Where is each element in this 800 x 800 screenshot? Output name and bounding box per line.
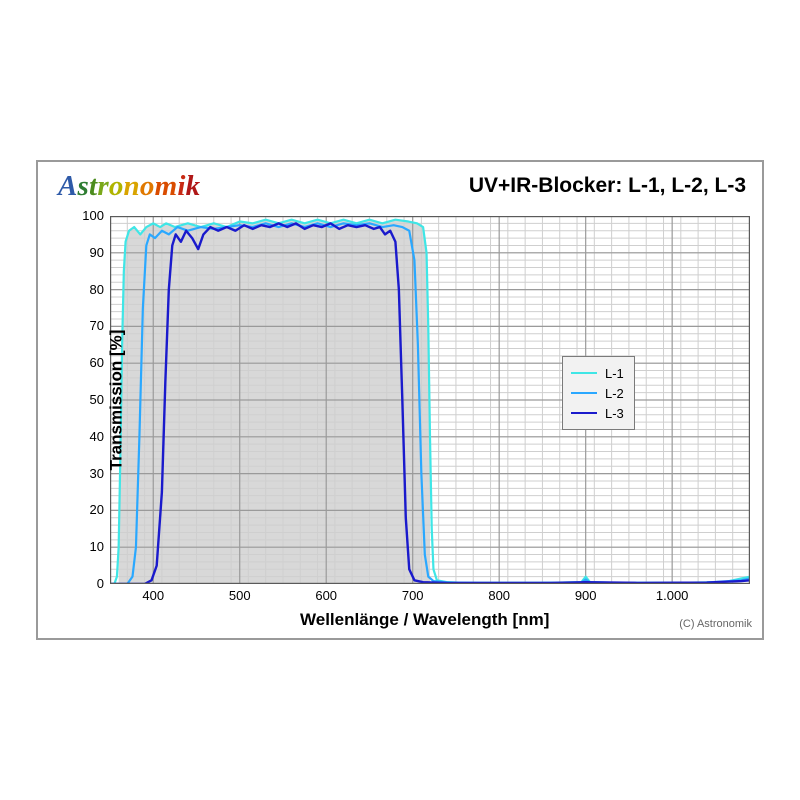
plot-svg (110, 216, 750, 584)
y-tick: 20 (74, 502, 104, 517)
legend-swatch (571, 412, 597, 414)
y-tick: 90 (74, 245, 104, 260)
y-tick: 80 (74, 282, 104, 297)
x-tick: 400 (142, 588, 164, 603)
legend-swatch (571, 372, 597, 374)
copyright-text: (C) Astronomik (679, 618, 752, 630)
legend-swatch (571, 392, 597, 394)
plot-area: L-1 L-2 L-3 (110, 216, 750, 584)
x-axis-label: Wellenlänge / Wavelength [nm] (300, 610, 549, 630)
y-tick: 10 (74, 539, 104, 554)
y-axis-label: Transmission [%] (106, 330, 126, 471)
y-tick: 0 (74, 576, 104, 591)
legend-label: L-1 (605, 366, 624, 381)
legend-item: L-3 (571, 403, 624, 423)
legend-label: L-2 (605, 386, 624, 401)
legend-item: L-1 (571, 363, 624, 383)
page: Astronomik UV+IR-Blocker: L-1, L-2, L-3 … (0, 0, 800, 800)
x-tick: 1.000 (656, 588, 689, 603)
x-tick: 500 (229, 588, 251, 603)
x-tick: 900 (575, 588, 597, 603)
y-tick: 50 (74, 392, 104, 407)
y-tick: 30 (74, 466, 104, 481)
x-tick: 600 (315, 588, 337, 603)
legend: L-1 L-2 L-3 (562, 356, 635, 430)
legend-item: L-2 (571, 383, 624, 403)
legend-label: L-3 (605, 406, 624, 421)
y-tick: 70 (74, 318, 104, 333)
brand-wordmark: Astronomik (58, 170, 200, 203)
chart-frame: Astronomik UV+IR-Blocker: L-1, L-2, L-3 … (36, 160, 764, 640)
x-tick: 800 (488, 588, 510, 603)
y-tick: 40 (74, 429, 104, 444)
chart-title: UV+IR-Blocker: L-1, L-2, L-3 (469, 174, 746, 198)
y-tick: 60 (74, 355, 104, 370)
y-tick: 100 (74, 208, 104, 223)
x-tick: 700 (402, 588, 424, 603)
